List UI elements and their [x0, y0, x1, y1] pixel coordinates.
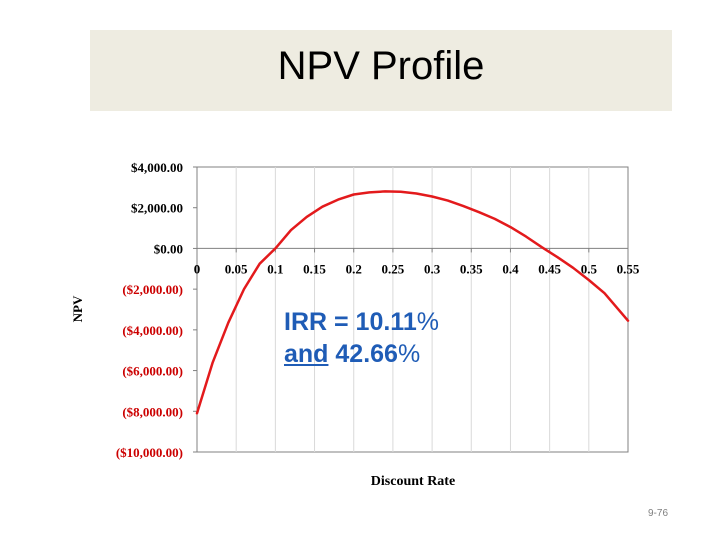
y-axis: $4,000.00 $2,000.00 $0.00 ($2,000.00) ($4,00… — [116, 160, 197, 460]
x-tick-label: 0.4 — [502, 261, 519, 276]
irr-value-2: 42.66 — [328, 340, 398, 368]
x-axis-label: Discount Rate — [371, 474, 455, 489]
y-tick-label: ($6,000.00) — [122, 364, 183, 379]
title-band: NPV Profile — [90, 30, 672, 111]
irr-percent-2: % — [397, 340, 421, 368]
y-tick-label: ($4,000.00) — [122, 323, 183, 338]
x-tick-label: 0.5 — [581, 261, 598, 276]
x-tick-label: 0.1 — [267, 261, 283, 276]
series-line-0 — [195, 190, 630, 415]
x-axis: 0 0.05 0.1 0.15 0.2 0.25 0.3 0.35 0.4 0.45 0.5 0.55 — [194, 247, 640, 276]
gridlines — [235, 167, 590, 452]
slide-title: NPV Profile — [277, 44, 485, 88]
irr-line-1: IRR = 10.11% — [284, 306, 439, 338]
x-tick-label: 0.2 — [346, 261, 362, 276]
x-tick-label: 0.35 — [460, 261, 483, 276]
y-axis-label: NPV — [70, 295, 85, 322]
x-tick-label: 0 — [194, 261, 201, 276]
irr-and: and — [284, 340, 329, 368]
x-tick-label: 0.55 — [617, 261, 640, 276]
irr-label: IRR = 10.11 — [284, 308, 417, 336]
x-tick-label: 0.25 — [382, 261, 405, 276]
irr-annotation: IRR = 10.11% and 42.66% — [284, 306, 439, 370]
y-tick-label: ($10,000.00) — [116, 445, 183, 460]
x-tick-label: 0.15 — [303, 261, 326, 276]
slide-number: 9-76 — [648, 508, 669, 519]
irr-percent-1: % — [416, 308, 439, 336]
y-tick-label: $2,000.00 — [131, 201, 183, 216]
y-tick-label: $0.00 — [154, 241, 183, 256]
x-tick-label: 0.05 — [225, 261, 248, 276]
irr-line-2: and 42.66% — [284, 338, 439, 370]
x-tick-label: 0.45 — [538, 261, 561, 276]
x-tick-label: 0.3 — [424, 261, 441, 276]
series-group — [195, 190, 630, 415]
y-tick-label: $4,000.00 — [131, 160, 183, 175]
plot-area — [196, 166, 629, 453]
y-tick-label: ($8,000.00) — [122, 404, 183, 419]
y-tick-label: ($2,000.00) — [122, 282, 183, 297]
